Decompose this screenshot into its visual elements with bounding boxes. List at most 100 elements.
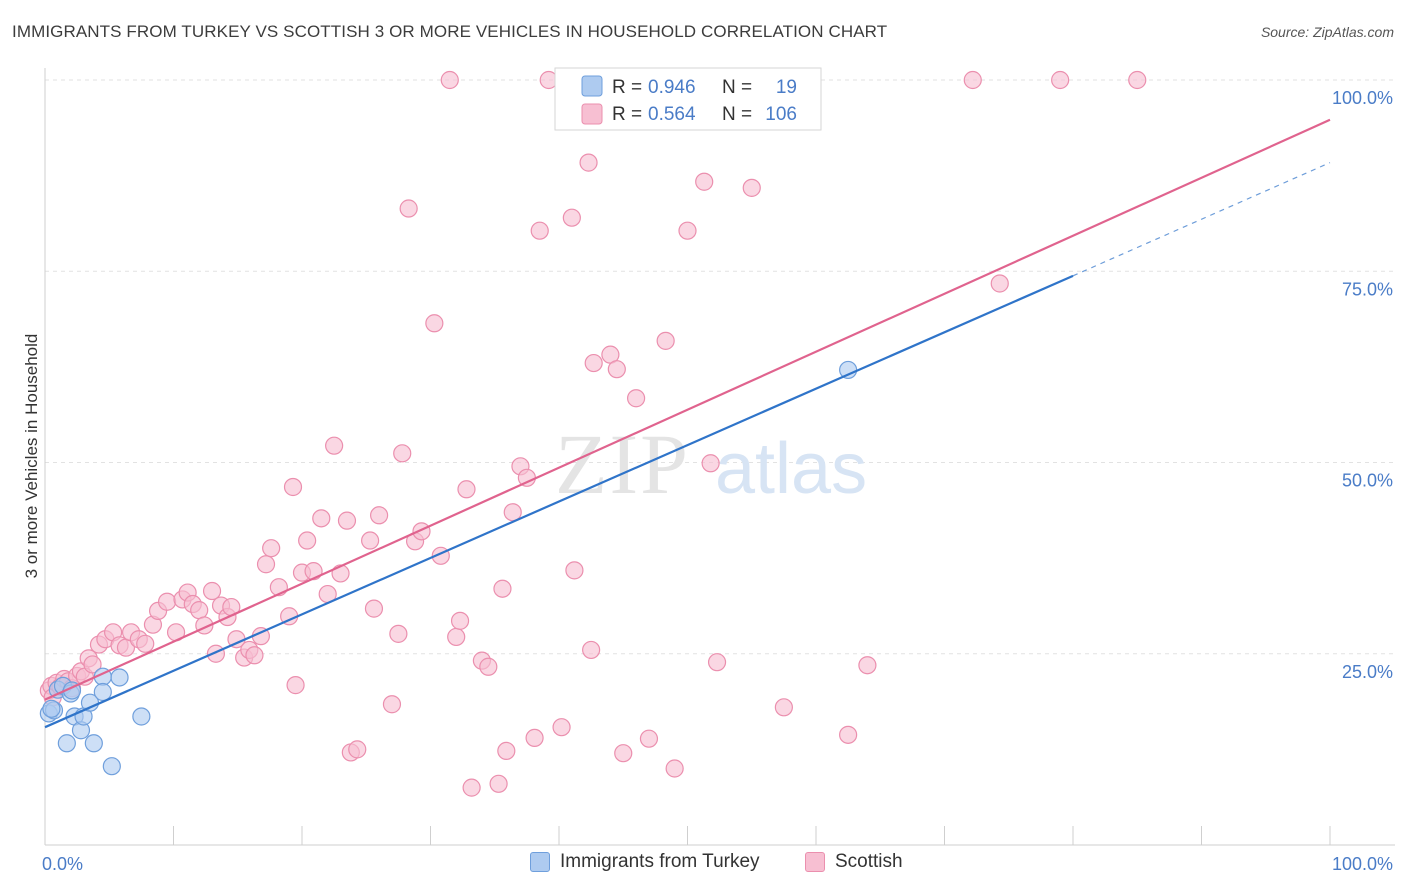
legend-r-label-scottish: R = bbox=[612, 104, 642, 125]
point-turkey bbox=[93, 682, 112, 702]
point-scottish bbox=[393, 444, 412, 463]
point-scottish bbox=[607, 360, 626, 379]
point-turkey bbox=[102, 757, 121, 776]
point-scottish bbox=[283, 477, 303, 497]
point-scottish bbox=[425, 314, 444, 333]
point-scottish bbox=[190, 601, 209, 620]
x-tick-label-min: 0.0% bbox=[42, 854, 83, 874]
x-axis-ticks bbox=[44, 826, 1331, 845]
point-scottish bbox=[990, 274, 1009, 293]
legend-r-label-turkey: R = bbox=[612, 77, 642, 98]
point-scottish bbox=[701, 454, 720, 473]
point-scottish bbox=[665, 759, 684, 778]
legend-item-scottish[interactable]: Scottish bbox=[805, 851, 903, 873]
point-scottish bbox=[1128, 70, 1147, 90]
point-scottish bbox=[447, 627, 466, 647]
point-scottish bbox=[479, 657, 498, 676]
watermark-atlas: atlas bbox=[715, 429, 867, 509]
x-tick-label-max: 100.0% bbox=[1332, 854, 1393, 874]
legend-swatch-turkey-bottom bbox=[530, 852, 550, 872]
trend-line-turkey-extension bbox=[1072, 162, 1331, 277]
point-scottish bbox=[312, 509, 331, 528]
legend-swatch-scottish bbox=[581, 103, 603, 125]
point-scottish bbox=[325, 436, 344, 455]
point-scottish bbox=[963, 70, 982, 90]
point-scottish bbox=[489, 774, 508, 793]
point-turkey bbox=[110, 668, 129, 687]
trend-line-scottish bbox=[44, 118, 1331, 701]
point-scottish bbox=[525, 728, 544, 748]
legend-n-label-scottish: N = bbox=[722, 104, 752, 125]
y-tick-label: 100.0% bbox=[1332, 88, 1393, 108]
point-scottish bbox=[579, 153, 598, 172]
watermark-zip: ZIP bbox=[555, 416, 690, 512]
point-scottish bbox=[382, 695, 402, 714]
point-scottish bbox=[83, 655, 102, 674]
point-scottish bbox=[337, 511, 357, 530]
point-scottish bbox=[774, 698, 793, 717]
point-scottish bbox=[348, 740, 367, 759]
legend-r-value-scottish: 0.564 bbox=[648, 104, 696, 125]
stats-legend: R = 0.946 N = 19 R = 0.564 N = 106 bbox=[554, 67, 822, 131]
point-scottish bbox=[440, 70, 459, 90]
point-scottish bbox=[584, 353, 603, 373]
point-scottish bbox=[262, 539, 281, 558]
y-tick-label: 25.0% bbox=[1342, 662, 1393, 682]
point-scottish bbox=[707, 653, 727, 672]
point-scottish bbox=[399, 199, 418, 218]
y-tick-label: 75.0% bbox=[1342, 279, 1393, 299]
y-tick-label: 50.0% bbox=[1342, 471, 1393, 491]
source-label: Source: ZipAtlas.com bbox=[1260, 24, 1394, 40]
point-scottish bbox=[157, 592, 177, 611]
point-scottish bbox=[450, 611, 470, 630]
point-turkey bbox=[839, 360, 858, 380]
trend-line-turkey bbox=[44, 274, 1074, 729]
point-scottish bbox=[493, 579, 512, 598]
point-scottish bbox=[562, 208, 581, 227]
point-scottish bbox=[742, 178, 761, 197]
legend-swatch-turkey bbox=[581, 75, 603, 97]
point-scottish bbox=[656, 331, 675, 350]
point-scottish bbox=[552, 718, 571, 737]
point-scottish bbox=[839, 725, 858, 744]
point-scottish bbox=[858, 656, 877, 675]
point-scottish bbox=[389, 624, 408, 643]
point-turkey bbox=[42, 699, 61, 718]
point-scottish bbox=[364, 599, 384, 618]
point-scottish bbox=[582, 640, 601, 660]
point-scottish bbox=[614, 744, 633, 763]
y-tick-labels: 25.0% 50.0% 75.0% 100.0% bbox=[1332, 88, 1393, 682]
point-scottish bbox=[304, 562, 323, 581]
legend-label-scottish: Scottish bbox=[835, 851, 903, 872]
watermark: ZIP atlas bbox=[555, 416, 867, 512]
point-scottish bbox=[136, 634, 155, 653]
legend-item-turkey[interactable]: Immigrants from Turkey bbox=[530, 851, 760, 873]
grid-lines bbox=[45, 79, 1395, 655]
y-axis-title: 3 or more Vehicles in Household bbox=[22, 334, 41, 579]
point-scottish bbox=[626, 389, 646, 408]
point-scottish bbox=[1051, 70, 1070, 90]
legend-r-value-turkey: 0.946 bbox=[648, 77, 696, 98]
chart-title: IMMIGRANTS FROM TURKEY VS SCOTTISH 3 OR … bbox=[12, 22, 888, 41]
point-scottish bbox=[370, 506, 389, 525]
series-legend: Immigrants from Turkey Scottish bbox=[0, 851, 1406, 879]
legend-n-label-turkey: N = bbox=[722, 77, 752, 98]
point-turkey bbox=[57, 734, 76, 753]
point-scottish bbox=[639, 729, 659, 748]
legend-n-value-turkey: 19 bbox=[776, 77, 797, 98]
point-turkey bbox=[84, 734, 103, 753]
point-scottish bbox=[530, 221, 549, 240]
point-scottish bbox=[457, 480, 476, 499]
point-turkey bbox=[132, 707, 151, 726]
point-scottish bbox=[695, 172, 714, 191]
point-scottish bbox=[565, 561, 584, 580]
point-scottish bbox=[462, 778, 481, 797]
point-scottish bbox=[202, 581, 222, 601]
point-scottish bbox=[245, 646, 264, 665]
legend-swatch-scottish-bottom bbox=[805, 852, 825, 872]
point-scottish bbox=[298, 531, 317, 550]
point-scottish bbox=[678, 221, 697, 240]
point-scottish bbox=[256, 555, 276, 574]
legend-label-turkey: Immigrants from Turkey bbox=[560, 851, 760, 872]
